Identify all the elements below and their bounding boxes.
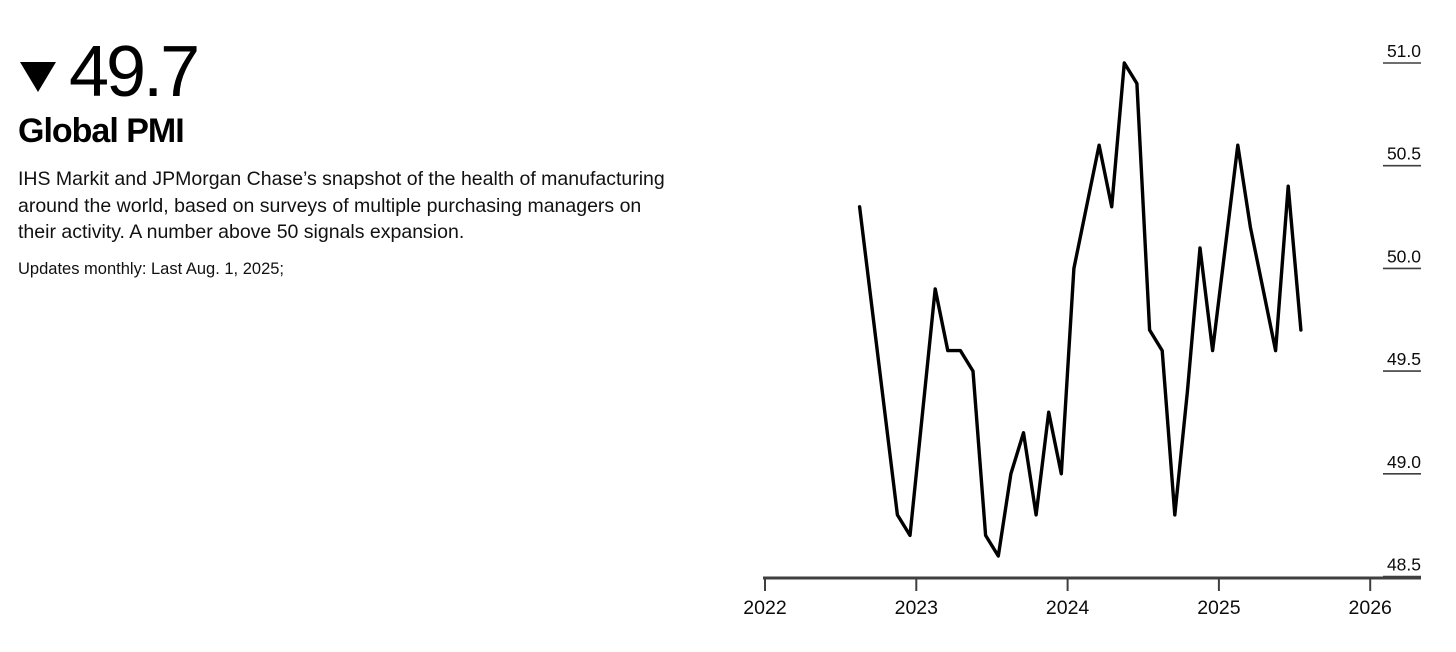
kpi-value: 49.7	[69, 32, 200, 112]
kpi-panel: 49.7 Global PMI IHS Markit and JPMorgan …	[18, 32, 678, 279]
x-tick-label: 2026	[1349, 597, 1392, 619]
y-tick-label: 49.0	[1387, 452, 1421, 472]
y-tick-label: 50.5	[1387, 144, 1421, 164]
x-tick-label: 2024	[1046, 597, 1090, 619]
y-tick-label: 50.0	[1387, 246, 1421, 266]
indicator-title: Global PMI	[18, 112, 185, 150]
down-arrow-icon	[20, 62, 56, 92]
y-tick-label: 51.0	[1387, 41, 1421, 61]
x-tick-label: 2022	[743, 597, 786, 619]
pmi-line-chart: 51.0 50.5 50.0 49.5 49.0 48.5 2022 2023 2024 2025…	[740, 0, 1456, 652]
pmi-series-line	[857, 61, 1303, 558]
update-note: Updates monthly: Last Aug. 1, 2025;	[18, 259, 285, 278]
indicator-description: IHS Markit and JPMorgan Chase’s snapshot…	[18, 168, 665, 243]
x-tick-label: 2025	[1197, 597, 1241, 619]
y-tick-label: 49.5	[1387, 349, 1421, 369]
x-tick-label: 2023	[895, 597, 938, 619]
y-tick-label: 48.5	[1387, 555, 1421, 575]
kpi-headline: 49.7	[18, 32, 678, 112]
